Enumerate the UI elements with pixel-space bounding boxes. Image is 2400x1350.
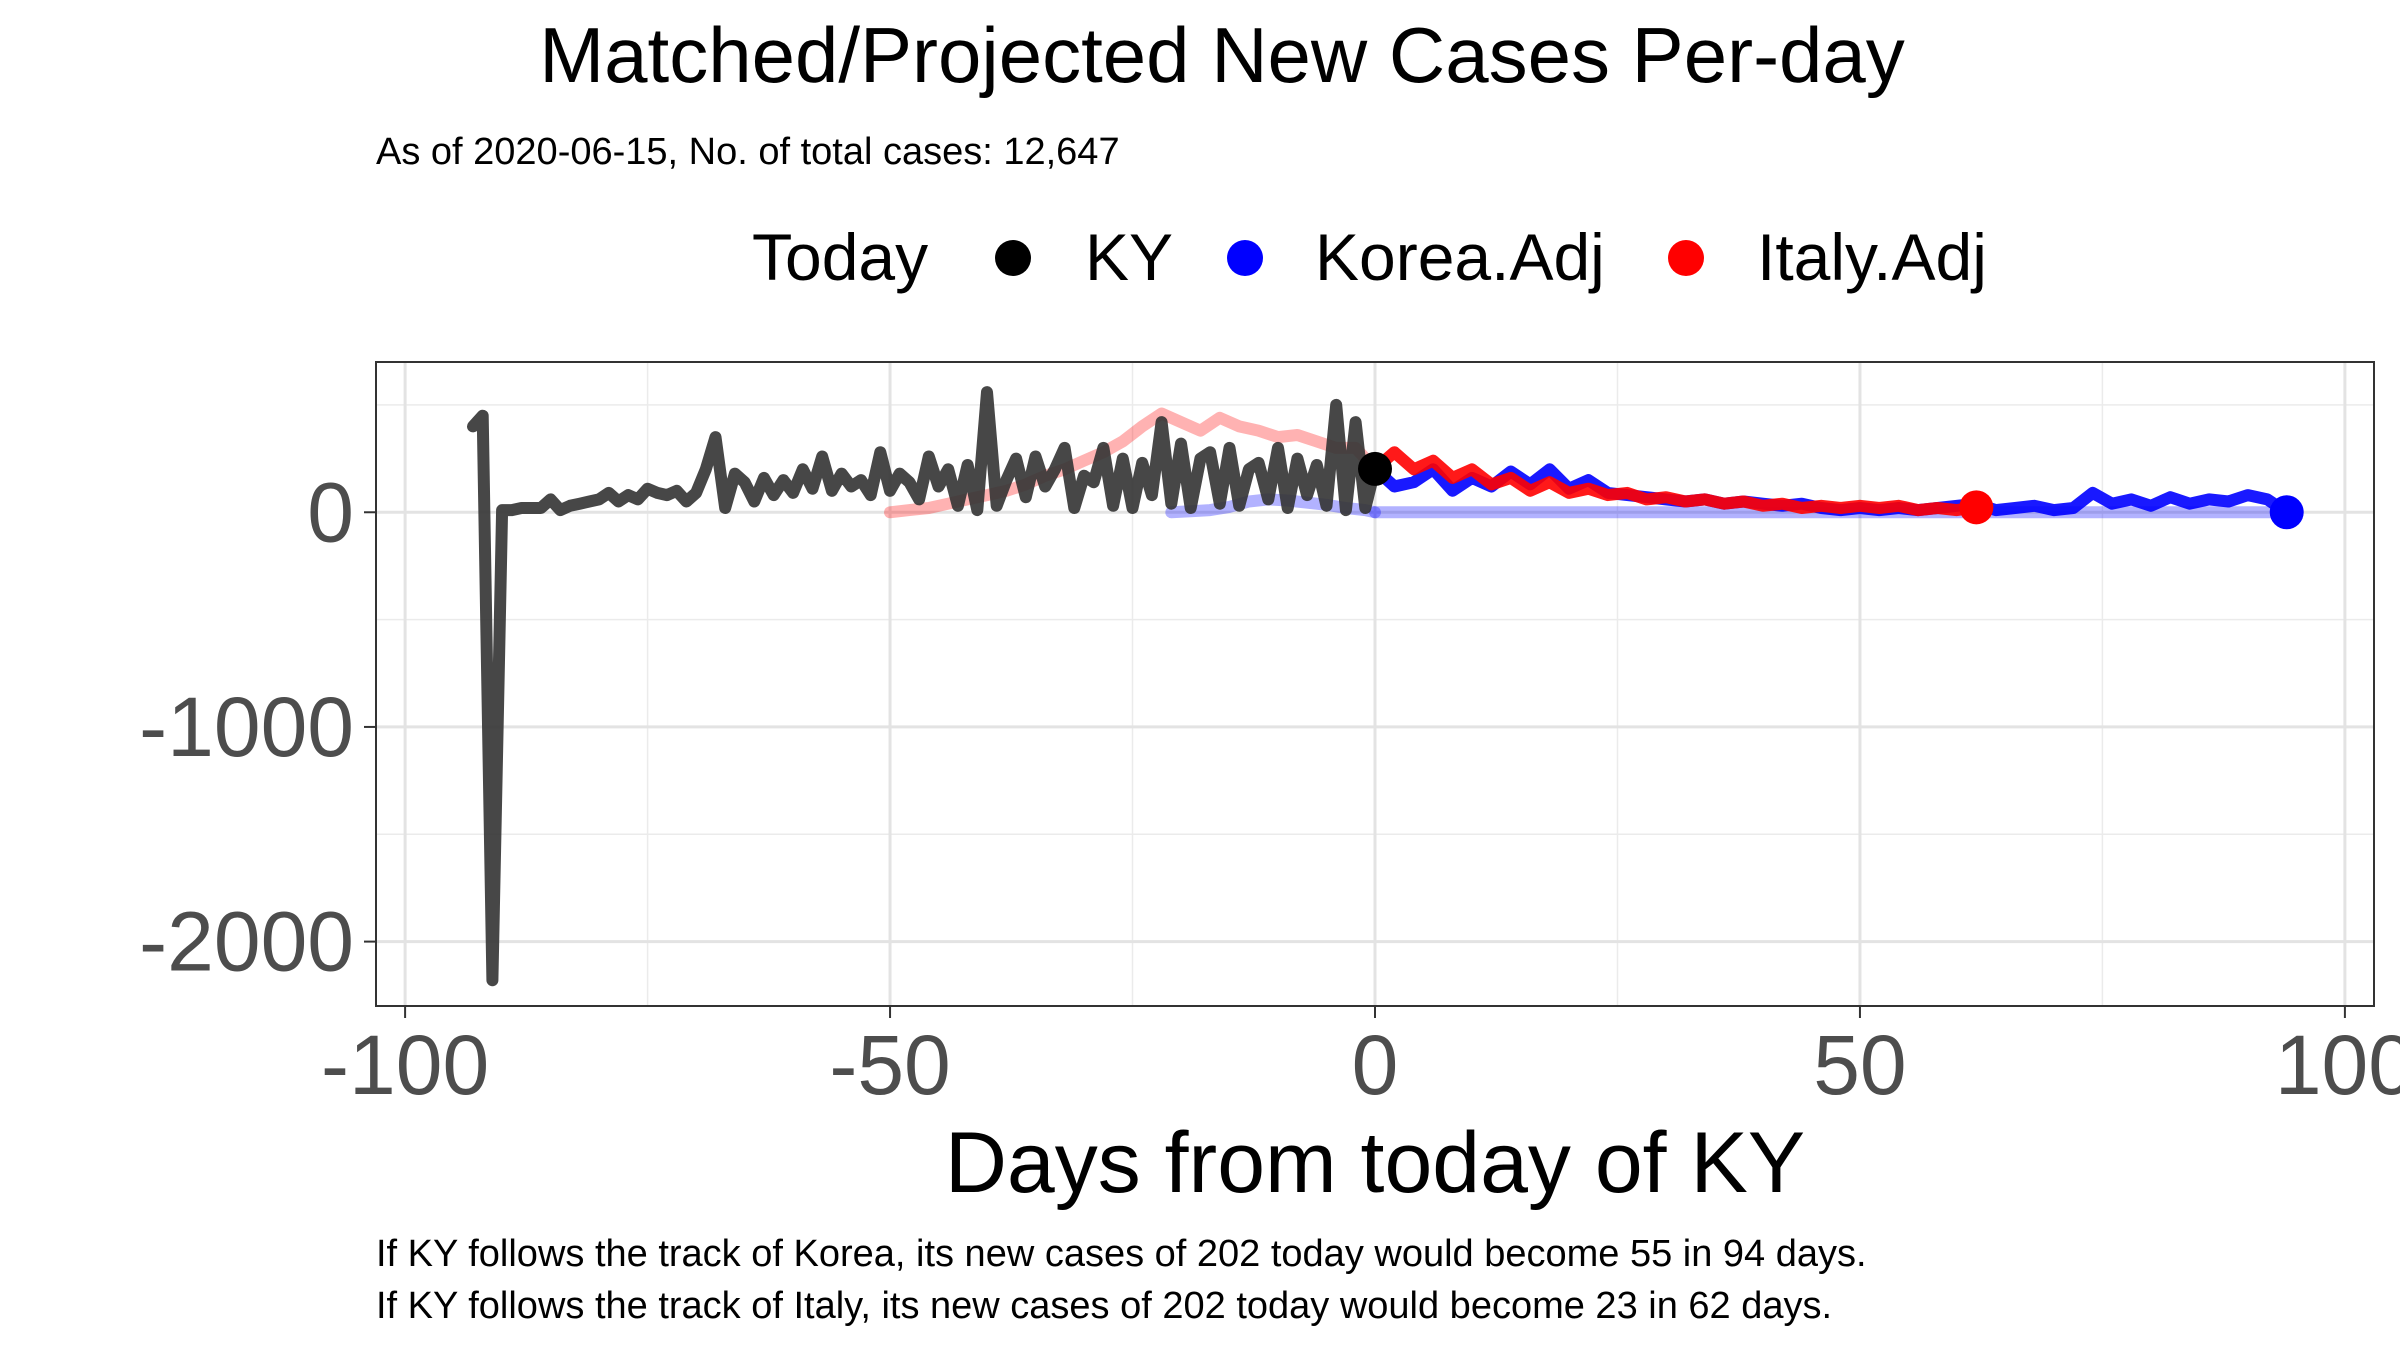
series-line-ky — [467, 386, 1381, 987]
series-line-italy-adj-projected — [1369, 446, 1983, 517]
x-axis-title: Days from today of KY — [945, 1115, 1805, 1211]
y-tick-label: -2000 — [139, 895, 354, 989]
chart-subtitle: As of 2020-06-15, No. of total cases: 12… — [376, 131, 1120, 173]
endpoint-markers — [1358, 451, 2304, 530]
legend: Today KY Korea.Adj Italy.Adj — [752, 220, 1987, 294]
y-tick-label: -1000 — [139, 680, 354, 774]
y-axis: -2000 -1000 0 — [139, 465, 376, 989]
plot-panel — [375, 361, 2375, 1007]
legend-label-korea: Korea.Adj — [1315, 220, 1605, 294]
series-lines — [467, 386, 2293, 987]
endpoint-italy-adj-end — [1959, 490, 1994, 525]
legend-label-ky: KY — [1085, 220, 1173, 294]
legend-label-italy: Italy.Adj — [1757, 220, 1987, 294]
legend-key-ky — [995, 240, 1031, 276]
y-tick-label: 0 — [307, 465, 354, 559]
legend-key-italy — [1668, 240, 1704, 276]
x-tick-label: -100 — [321, 1018, 489, 1112]
legend-title: Today — [752, 220, 928, 294]
x-tick-label: 50 — [1813, 1018, 1906, 1112]
endpoint-ky-today — [1358, 451, 1392, 486]
chart-title: Matched/Projected New Cases Per-day — [539, 11, 1905, 99]
caption-italy: If KY follows the track of Italy, its ne… — [376, 1285, 1832, 1327]
endpoint-korea-adj-end — [2269, 495, 2304, 530]
caption-korea: If KY follows the track of Korea, its ne… — [376, 1233, 1867, 1275]
x-tick-label: -50 — [829, 1018, 950, 1112]
x-axis: -100 -50 0 50 100 — [321, 1006, 2400, 1112]
x-tick-label: 100 — [2275, 1018, 2400, 1112]
x-tick-label: 0 — [1352, 1018, 1399, 1112]
legend-key-korea — [1227, 240, 1263, 276]
